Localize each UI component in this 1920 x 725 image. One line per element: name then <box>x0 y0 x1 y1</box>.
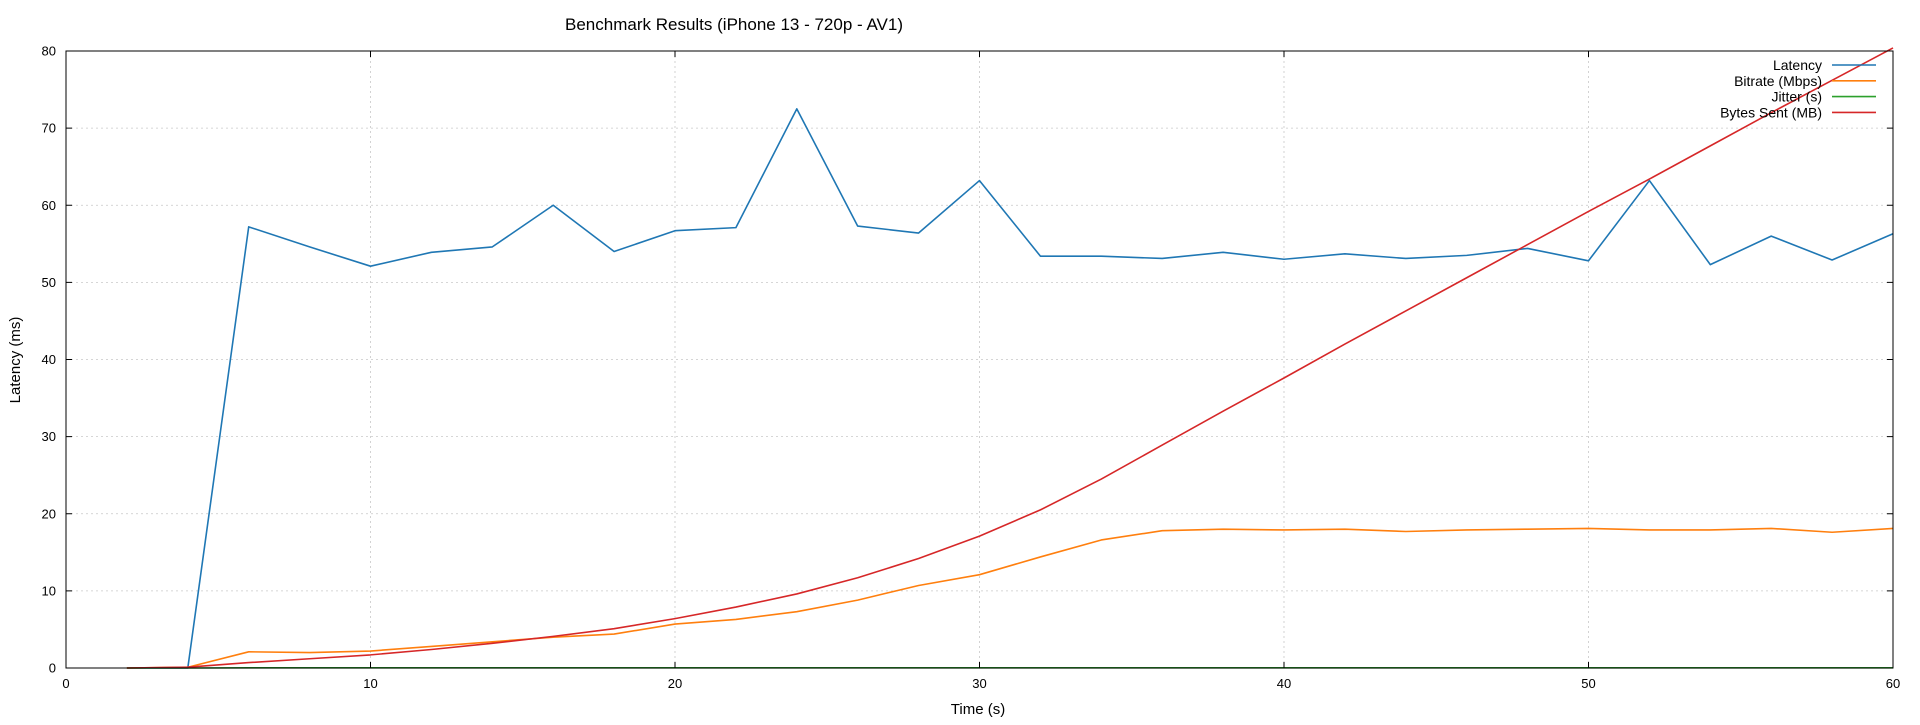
legend-label-bitrate-mbps: Bitrate (Mbps) <box>1734 73 1822 89</box>
x-tick-label: 50 <box>1581 676 1595 691</box>
y-tick-label: 40 <box>42 352 56 367</box>
x-tick-label: 30 <box>972 676 986 691</box>
y-tick-label: 60 <box>42 198 56 213</box>
legend-label-bytes-sent-mb: Bytes Sent (MB) <box>1720 104 1822 120</box>
y-tick-label: 30 <box>42 429 56 444</box>
x-axis-label: Time (s) <box>951 701 1005 718</box>
y-tick-label: 70 <box>42 121 56 136</box>
x-tick-label: 40 <box>1277 676 1291 691</box>
legend-label-jitter-s: Jitter (s) <box>1771 89 1822 105</box>
y-tick-label: 0 <box>49 661 56 676</box>
y-tick-label: 10 <box>42 583 56 598</box>
x-tick-label: 60 <box>1886 676 1900 691</box>
x-tick-label: 0 <box>62 676 69 691</box>
chart-title: Benchmark Results (iPhone 13 - 720p - AV… <box>565 15 903 34</box>
y-tick-label: 80 <box>42 44 56 59</box>
x-tick-label: 20 <box>668 676 682 691</box>
x-tick-label: 10 <box>363 676 377 691</box>
y-tick-label: 50 <box>42 275 56 290</box>
y-tick-label: 20 <box>42 506 56 521</box>
legend-label-latency: Latency <box>1773 57 1822 73</box>
y-axis-label: Latency (ms) <box>7 317 24 404</box>
